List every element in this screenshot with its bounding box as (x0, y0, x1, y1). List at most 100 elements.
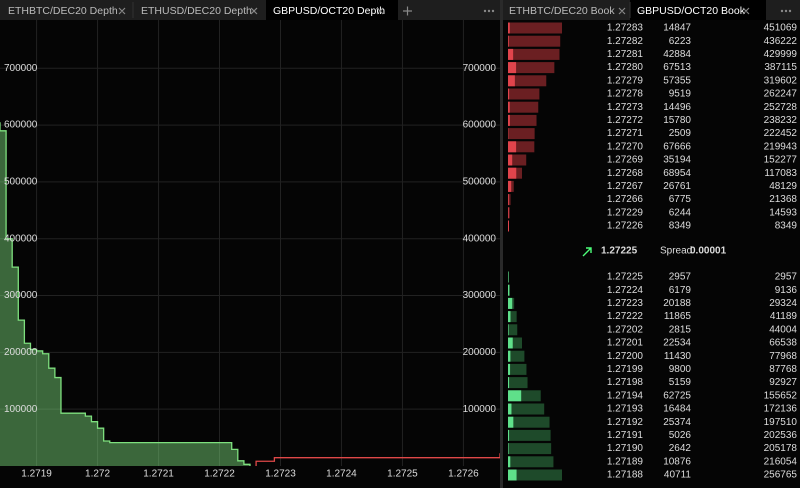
price: 1.27199 (607, 364, 644, 375)
size: 14847 (663, 23, 691, 34)
total: 387115 (764, 62, 797, 73)
size-bar (508, 297, 513, 309)
add-tab[interactable] (403, 6, 412, 16)
x-tick-label: 1.2723 (265, 469, 296, 480)
size-bar (508, 456, 511, 468)
tab[interactable]: ETHBTC/DEC20 Book (509, 5, 615, 17)
size: 57355 (663, 75, 691, 86)
depth-bar (508, 207, 510, 219)
price: 1.27267 (607, 181, 644, 192)
total: 92927 (769, 377, 797, 388)
size: 67666 (663, 141, 691, 152)
tab[interactable]: ETHBTC/DEC20 Depth (8, 5, 118, 17)
size: 11430 (664, 351, 692, 362)
total: 8349 (775, 221, 798, 232)
total: 9136 (775, 285, 798, 296)
depth-bar (508, 194, 511, 206)
tab[interactable]: GBPUSD/OCT20 Depth (273, 5, 385, 17)
total: 262247 (764, 89, 798, 100)
size: 42884 (663, 49, 691, 60)
depth-bar (508, 403, 545, 415)
size-bar (508, 114, 510, 126)
y-tick-label: 600000 (463, 120, 497, 131)
y-tick-label: 500000 (463, 177, 497, 188)
x-tick-label: 1.2724 (326, 469, 357, 480)
total: 319602 (764, 75, 798, 86)
depth-bar (508, 48, 560, 60)
tab[interactable]: ETHUSD/DEC20 Depth (141, 5, 252, 17)
depth-bar (508, 429, 551, 441)
size: 40711 (664, 470, 692, 481)
total: 41189 (770, 311, 798, 322)
size: 15780 (663, 115, 691, 126)
spread-label: Spread (660, 246, 692, 257)
size: 68954 (663, 168, 691, 179)
price: 1.27202 (607, 324, 644, 335)
total: 77968 (769, 351, 797, 362)
total: 219943 (764, 141, 798, 152)
x-tick-label: 1.2719 (21, 469, 52, 480)
size: 26761 (663, 181, 691, 192)
depth-plot (0, 20, 500, 466)
size: 16484 (663, 404, 691, 415)
total: 14593 (769, 207, 797, 218)
divider (500, 0, 503, 488)
price: 1.27281 (607, 49, 644, 60)
y-tick-label: 500000 (4, 177, 38, 188)
size-bar (508, 75, 515, 87)
depth-bar (508, 22, 562, 34)
bid-depth-line (0, 122, 251, 466)
x-tick-label: 1.272 (85, 469, 110, 480)
size-bar (508, 337, 513, 349)
size: 62725 (663, 390, 691, 401)
price: 1.27226 (607, 221, 644, 232)
price: 1.27191 (607, 430, 644, 441)
total: 2957 (775, 272, 798, 283)
size-bar (508, 429, 510, 441)
depth-bar (508, 75, 547, 87)
depth-bar (508, 324, 518, 336)
total: 29324 (769, 298, 797, 309)
last-price: 1.27225 (601, 246, 638, 257)
size: 6179 (669, 285, 692, 296)
close-icons[interactable] (118, 7, 750, 15)
y-tick-label: 300000 (4, 290, 38, 301)
more-menu[interactable] (483, 9, 792, 13)
tab[interactable]: GBPUSD/OCT20 Book (637, 5, 746, 17)
ask-depth-line (255, 438, 500, 466)
size: 11865 (664, 311, 692, 322)
size-bar (508, 443, 509, 455)
size: 20188 (663, 298, 691, 309)
price: 1.27190 (607, 443, 644, 454)
size-bar (508, 271, 509, 283)
price: 1.27194 (607, 390, 644, 401)
size-bar (508, 390, 522, 402)
size: 10876 (663, 456, 691, 467)
price: 1.27193 (607, 404, 644, 415)
x-tick-label: 1.2726 (448, 469, 479, 480)
price: 1.27271 (607, 128, 644, 139)
depth-area (0, 122, 250, 466)
total: 66538 (769, 338, 797, 349)
total: 152277 (764, 155, 798, 166)
size-bar (508, 207, 509, 219)
depth-bar (508, 443, 552, 455)
size-bar (508, 194, 509, 206)
depth-bar (508, 154, 527, 166)
depth-bar (508, 88, 540, 100)
depth-bar (508, 377, 528, 389)
total: 252728 (764, 102, 798, 113)
size: 2642 (669, 443, 692, 454)
spread: 0.00001 (690, 246, 727, 257)
depth-bar (508, 390, 541, 402)
size-bar (508, 416, 514, 428)
depth-bar (508, 456, 554, 468)
active-tab (266, 0, 398, 20)
depth-bar (508, 114, 537, 126)
size-bar (508, 324, 509, 336)
price: 1.27198 (607, 377, 644, 388)
total: 216054 (764, 456, 798, 467)
price: 1.27200 (607, 351, 644, 362)
size-bar (508, 35, 509, 47)
